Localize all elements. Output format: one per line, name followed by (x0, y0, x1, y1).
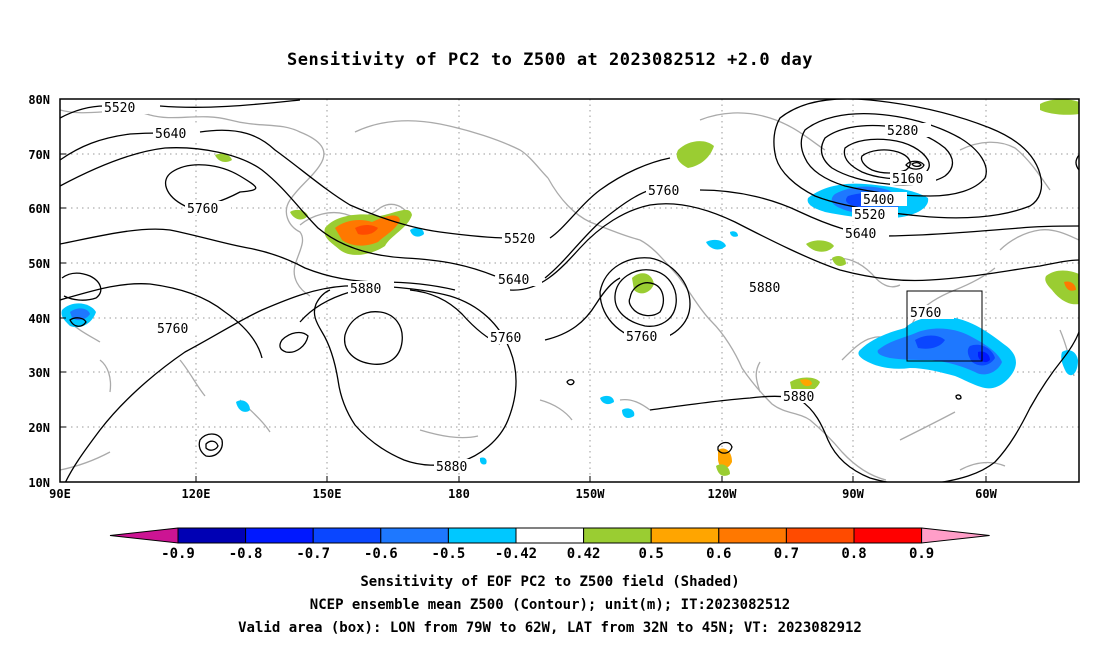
colorbar-tick-label: -0.42 (495, 546, 537, 562)
colorbar-tick-label: 0.42 (567, 546, 601, 562)
lat-label: 20N (28, 421, 50, 435)
colorbar-extend-low (109, 527, 179, 544)
contour-labels: 5520 5640 5760 5760 5280 5160 5400 5520 … (104, 101, 942, 475)
contour-label: 5760 (157, 322, 188, 337)
lon-label: 60W (975, 487, 997, 501)
sensitivity-shading (61, 99, 1079, 476)
contour-label: 5520 (854, 208, 885, 223)
colorbar-bin (515, 527, 585, 544)
tick-marks (59, 98, 987, 483)
contour-label: 5640 (845, 227, 876, 242)
contour-label: 5760 (626, 330, 657, 345)
lon-label: 90E (49, 487, 71, 501)
contour-label: 5880 (350, 282, 381, 297)
colorbar-tick-label: -0.6 (364, 546, 398, 562)
lon-label: 120W (708, 487, 738, 501)
contour-label: 5760 (490, 331, 521, 346)
colorbar-bin (718, 527, 787, 544)
contour-label: 5760 (910, 306, 941, 321)
colorbar-tick-label: -0.8 (229, 546, 263, 562)
colorbar-bin (650, 527, 720, 544)
caption-line-1: Sensitivity of EOF PC2 to Z500 field (Sh… (360, 574, 740, 590)
lat-label: 30N (28, 366, 50, 380)
lat-label: 50N (28, 257, 50, 271)
colorbar-tick-label: -0.7 (296, 546, 330, 562)
contour-label: 5400 (863, 193, 894, 208)
lat-label: 70N (28, 148, 50, 162)
colorbar-bin (312, 527, 382, 544)
gridlines (60, 99, 1079, 482)
colorbar-bin (177, 527, 247, 544)
contour-label: 5280 (887, 124, 918, 139)
contour-label: 5880 (436, 460, 467, 475)
lon-label: 90W (842, 487, 864, 501)
lon-label: 120E (182, 487, 211, 501)
lat-label: 80N (28, 93, 50, 107)
colorbar-bin (447, 527, 517, 544)
contour-label: 5880 (783, 390, 814, 405)
colorbar: -0.9 -0.8 -0.7 -0.6 -0.5 -0.42 0.42 0.5 0.6 0.7 0.… (109, 527, 990, 562)
lon-label: 150E (313, 487, 342, 501)
colorbar-tick-label: -0.5 (432, 546, 466, 562)
lat-label: 60N (28, 202, 50, 216)
coastlines (60, 109, 1079, 481)
lon-label: 180 (448, 487, 470, 501)
colorbar-tick-label: -0.9 (161, 546, 195, 562)
contour-label: 5760 (187, 202, 218, 217)
contour-label: 5520 (104, 101, 135, 116)
colorbar-bin (583, 527, 652, 544)
contour-label: 5640 (155, 127, 186, 142)
contour-label: 5160 (892, 172, 923, 187)
colorbar-bin (853, 527, 923, 544)
colorbar-bin (785, 527, 855, 544)
colorbar-extend-high (921, 527, 990, 544)
contour-label: 5640 (498, 273, 529, 288)
colorbar-bin (380, 527, 449, 544)
colorbar-bin (245, 527, 314, 544)
colorbar-tick-label: 0.7 (774, 546, 799, 562)
map-frame (59, 98, 1080, 483)
colorbar-tick-label: 0.8 (841, 546, 866, 562)
contour-label: 5520 (504, 232, 535, 247)
figure-title: Sensitivity of PC2 to Z500 at 2023082512… (286, 50, 813, 70)
colorbar-tick-label: 0.5 (639, 546, 664, 562)
caption-line-2: NCEP ensemble mean Z500 (Contour); unit(… (309, 597, 791, 613)
contour-label: 5880 (749, 281, 780, 296)
contour-label: 5760 (648, 184, 679, 199)
colorbar-tick-label: 0.9 (909, 546, 934, 562)
lat-label: 10N (28, 476, 50, 490)
colorbar-tick-label: 0.6 (706, 546, 731, 562)
valid-area-box (906, 290, 983, 362)
z500-contours (60, 99, 1079, 482)
latitude-labels: 80N 70N 60N 50N 40N 30N 20N 10N (28, 93, 50, 490)
longitude-labels: 90E 120E 150E 180 150W 120W 90W 60W (49, 487, 997, 501)
caption-line-3: Valid area (box): LON from 79W to 62W, L… (238, 620, 862, 636)
lon-label: 150W (576, 487, 606, 501)
lat-label: 40N (28, 312, 50, 326)
